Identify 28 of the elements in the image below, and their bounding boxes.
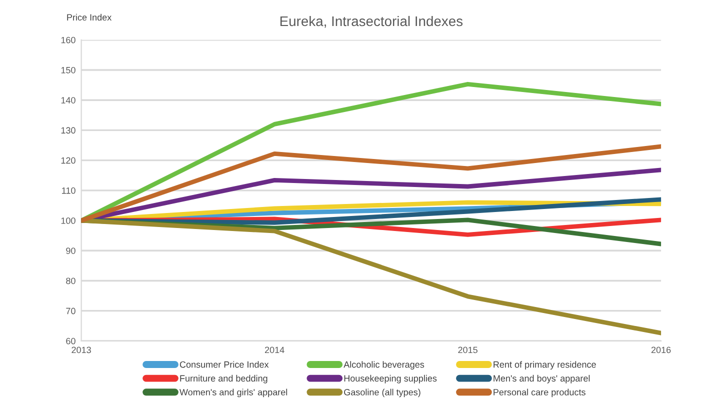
legend-label: Personal care products: [494, 388, 586, 398]
legend-label: Housekeeping supplies: [344, 374, 437, 384]
chart-title: Eureka, Intrasectorial Indexes: [280, 16, 463, 28]
y-tick-label: 110: [62, 187, 76, 194]
y-tick-label: 140: [61, 97, 76, 104]
x-tick-label: 2016: [651, 346, 671, 354]
y-axis-title: Price Index: [67, 14, 112, 21]
legend-label: Men's and boys' apparel: [494, 374, 590, 384]
legend-label: Consumer Price Index: [180, 361, 269, 368]
y-tick-label: 130: [61, 127, 76, 134]
y-tick-label: 90: [66, 248, 76, 254]
legend-label: Gasoline (all types): [344, 388, 420, 398]
legend-label: Furniture and bedding: [180, 374, 268, 384]
line-series: [81, 218, 662, 336]
y-tick-label: 160: [61, 36, 76, 44]
line-series: [81, 144, 662, 223]
legend-label: Women's and girls' apparel: [180, 388, 288, 398]
y-tick-label: 150: [61, 66, 76, 74]
legend-label: Alcoholic beverages: [344, 361, 424, 370]
y-tick-label: 100: [61, 217, 76, 224]
x-tick-label: 2014: [264, 346, 284, 354]
y-tick-label: 120: [61, 157, 76, 164]
x-tick-label: 2013: [72, 346, 91, 354]
y-tick-label: 70: [66, 308, 76, 314]
y-tick-label: 80: [66, 278, 76, 284]
y-tick-label: 60: [66, 338, 76, 344]
legend-label: Rent of primary residence: [494, 361, 596, 370]
x-tick-label: 2015: [458, 346, 478, 354]
